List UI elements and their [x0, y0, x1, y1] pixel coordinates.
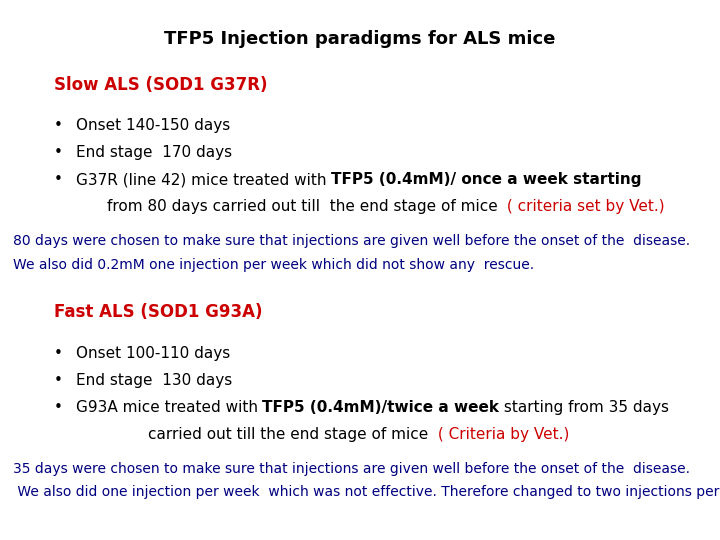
Text: TFP5 (0.4mM)/twice a week: TFP5 (0.4mM)/twice a week [263, 400, 500, 415]
Text: starting from 35 days: starting from 35 days [500, 400, 670, 415]
Text: from 80 days carried out till  the end stage of mice: from 80 days carried out till the end st… [107, 199, 502, 214]
Text: TFP5 Injection paradigms for ALS mice: TFP5 Injection paradigms for ALS mice [164, 30, 556, 48]
Text: 80 days were chosen to make sure that injections are given well before the onset: 80 days were chosen to make sure that in… [13, 234, 690, 248]
Text: ( criteria set by Vet.): ( criteria set by Vet.) [502, 199, 665, 214]
Text: •: • [54, 145, 63, 160]
Text: carried out till the end stage of mice: carried out till the end stage of mice [148, 427, 433, 442]
Text: G93A mice treated with: G93A mice treated with [76, 400, 263, 415]
Text: End stage  170 days: End stage 170 days [76, 145, 232, 160]
Text: TFP5 (0.4mM)/ once a week starting: TFP5 (0.4mM)/ once a week starting [331, 172, 642, 187]
Text: We also did one injection per week  which was not effective. Therefore changed t: We also did one injection per week which… [13, 485, 720, 500]
Text: Fast ALS (SOD1 G93A): Fast ALS (SOD1 G93A) [54, 303, 263, 321]
Text: Onset 140-150 days: Onset 140-150 days [76, 118, 230, 133]
Text: •: • [54, 118, 63, 133]
Text: G37R (line 42) mice treated with: G37R (line 42) mice treated with [76, 172, 331, 187]
Text: ( Criteria by Vet.): ( Criteria by Vet.) [433, 427, 569, 442]
Text: Slow ALS (SOD1 G37R): Slow ALS (SOD1 G37R) [54, 76, 268, 93]
Text: Onset 100-110 days: Onset 100-110 days [76, 346, 230, 361]
Text: •: • [54, 346, 63, 361]
Text: End stage  130 days: End stage 130 days [76, 373, 232, 388]
Text: •: • [54, 373, 63, 388]
Text: 35 days were chosen to make sure that injections are given well before the onset: 35 days were chosen to make sure that in… [13, 462, 690, 476]
Text: •: • [54, 400, 63, 415]
Text: •: • [54, 172, 63, 187]
Text: We also did 0.2mM one injection per week which did not show any  rescue.: We also did 0.2mM one injection per week… [13, 258, 534, 272]
